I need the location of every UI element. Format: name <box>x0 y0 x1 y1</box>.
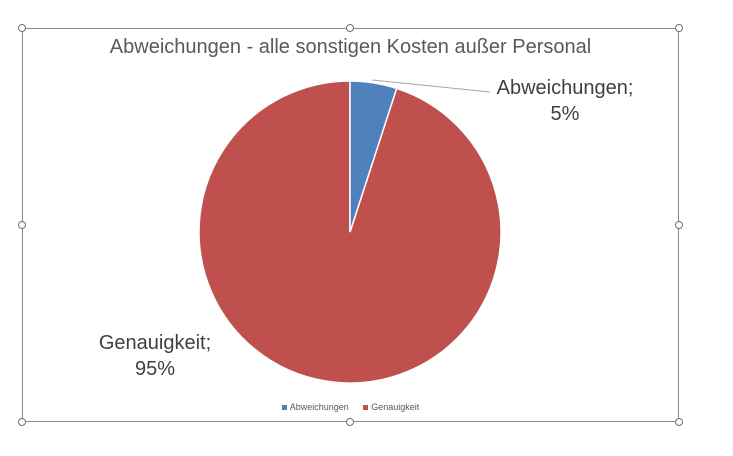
data-label-genauigkeit: Genauigkeit; 95% <box>80 330 230 382</box>
data-label-abweichungen-name: Abweichungen; <box>496 77 634 99</box>
chart-title: Abweichungen - alle sonstigen Kosten auß… <box>109 36 592 58</box>
legend-label-genauigkeit: Genauigkeit <box>371 402 420 412</box>
legend-item-genauigkeit: Genauigkeit <box>363 402 419 412</box>
data-label-abweichungen-value: 5% <box>550 103 580 125</box>
resize-handle-middle-left[interactable] <box>18 221 26 229</box>
resize-handle-bottom-left[interactable] <box>18 418 26 426</box>
data-label-abweichungen: Abweichungen; 5% <box>480 75 650 127</box>
resize-handle-middle-right[interactable] <box>675 221 683 229</box>
legend-item-abweichungen: Abweichungen <box>281 402 349 412</box>
legend-swatch-genauigkeit <box>363 405 369 411</box>
resize-handle-top-right[interactable] <box>675 24 683 32</box>
data-label-genauigkeit-name: Genauigkeit; <box>98 332 212 354</box>
leader-line-abweichungen <box>371 79 491 93</box>
legend-swatch-abweichungen <box>281 405 287 411</box>
resize-handle-top-left[interactable] <box>18 24 26 32</box>
pie-slice-abweichungen <box>349 80 398 233</box>
resize-handle-top-center[interactable] <box>346 24 354 32</box>
legend: Abweichungen Genauigkeit <box>22 402 679 412</box>
legend-label-abweichungen: Abweichungen <box>289 402 349 412</box>
resize-handle-bottom-center[interactable] <box>346 418 354 426</box>
resize-handle-bottom-right[interactable] <box>675 418 683 426</box>
data-label-genauigkeit-value: 95% <box>134 358 176 380</box>
